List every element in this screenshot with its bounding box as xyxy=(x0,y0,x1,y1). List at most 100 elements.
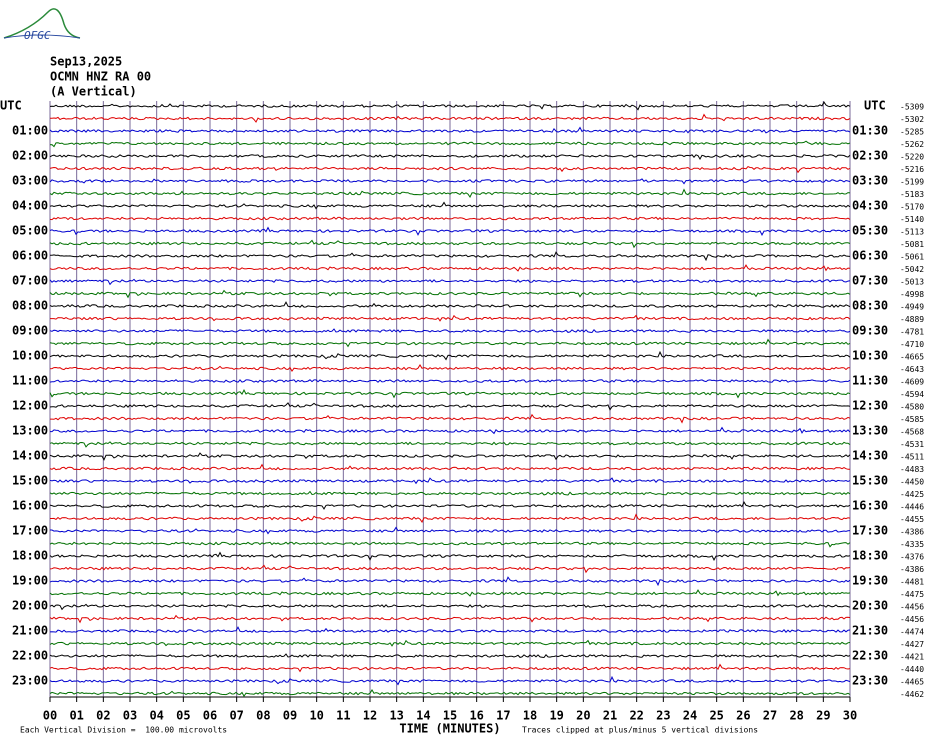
right-time-label: 20:30 xyxy=(852,599,888,613)
trace xyxy=(49,301,851,308)
left-time-label: 16:00 xyxy=(12,499,48,513)
left-time-label: 12:00 xyxy=(12,399,48,413)
station: OCMN HNZ RA 00 xyxy=(50,70,151,84)
right-time-label: 19:30 xyxy=(852,574,888,588)
x-tick-label: 11 xyxy=(336,709,350,723)
offset-label: -4386 xyxy=(900,528,924,537)
offset-label: -4643 xyxy=(900,365,924,374)
offset-label: -4440 xyxy=(900,665,924,674)
trace xyxy=(49,101,851,111)
offset-label: -4456 xyxy=(900,615,924,624)
left-time-label: 23:00 xyxy=(12,674,48,688)
right-time-label: 09:30 xyxy=(852,324,888,338)
left-time-label: 02:00 xyxy=(12,149,48,163)
trace xyxy=(49,289,851,299)
right-time-label: 14:30 xyxy=(852,449,888,463)
offset-label: -5285 xyxy=(900,128,924,137)
trace xyxy=(50,413,851,424)
trace xyxy=(49,564,851,574)
offset-label: -5309 xyxy=(900,103,924,112)
x-tick-label: 08 xyxy=(256,709,270,723)
right-time-label: 05:30 xyxy=(852,224,888,238)
x-tick-label: 25 xyxy=(709,709,723,723)
trace xyxy=(49,441,851,448)
component: (A Vertical) xyxy=(50,85,137,99)
logo-mark xyxy=(3,8,81,39)
offset-label: -4475 xyxy=(900,590,924,599)
offset-label: -4462 xyxy=(900,690,924,699)
x-tick-label: 23 xyxy=(656,709,670,723)
offset-label: -4710 xyxy=(900,340,924,349)
left-time-label: 18:00 xyxy=(12,549,48,563)
left-time-label: 08:00 xyxy=(12,299,48,313)
x-tick-label: 01 xyxy=(69,709,83,723)
x-tick-label: 24 xyxy=(683,709,697,723)
offset-label: -4585 xyxy=(900,415,924,424)
trace xyxy=(49,541,851,548)
offset-label: -5199 xyxy=(900,178,924,187)
trace xyxy=(49,278,851,286)
offset-label: -4386 xyxy=(900,565,924,574)
trace xyxy=(50,251,851,262)
trace xyxy=(49,477,851,485)
offset-label: -5302 xyxy=(900,115,924,124)
trace xyxy=(50,426,851,435)
left-time-label: 10:00 xyxy=(12,349,48,363)
offset-label: -5013 xyxy=(900,278,924,287)
offset-label: -4998 xyxy=(900,290,924,299)
offset-label: -4580 xyxy=(900,403,924,412)
trace xyxy=(49,653,851,659)
trace xyxy=(49,338,851,348)
trace xyxy=(49,452,851,461)
x-tick-label: 02 xyxy=(96,709,110,723)
trace xyxy=(49,675,851,686)
left-time-label: 14:00 xyxy=(12,449,48,463)
offset-label: -4481 xyxy=(900,578,924,587)
scale-note: Each Vertical Division = 100.00 microvol… xyxy=(20,726,227,735)
x-tick-label: 16 xyxy=(469,709,483,723)
x-tick-label: 26 xyxy=(736,709,750,723)
right-time-label: 23:30 xyxy=(852,674,888,688)
x-tick-label: 21 xyxy=(603,709,617,723)
left-time-label: 11:00 xyxy=(12,374,48,388)
trace xyxy=(49,216,851,221)
offset-label: -5140 xyxy=(900,215,924,224)
right-time-label: 02:30 xyxy=(852,149,888,163)
grid xyxy=(49,101,851,702)
right-time-label: 18:30 xyxy=(852,549,888,563)
trace xyxy=(49,576,851,587)
trace xyxy=(49,379,851,383)
right-time-label: 06:30 xyxy=(852,249,888,263)
left-time-label: 09:00 xyxy=(12,324,48,338)
trace xyxy=(50,314,851,322)
left-time-label: 13:00 xyxy=(12,424,48,438)
offset-label: -4949 xyxy=(900,303,924,312)
offset-label: -4483 xyxy=(900,465,924,474)
offset-label: -4335 xyxy=(900,540,924,549)
trace xyxy=(49,402,851,411)
trace xyxy=(49,264,851,272)
labels: 00 01 02 03 04 05 06 07 08 09 10 11 12 13 14 15 16 17 18 19… xyxy=(0,99,924,723)
offset-label: -5262 xyxy=(900,140,924,149)
trace xyxy=(49,178,851,185)
x-tick-label: 00 xyxy=(43,709,57,723)
x-tick-label: 10 xyxy=(309,709,323,723)
trace xyxy=(49,689,851,698)
x-tick-label: 04 xyxy=(149,709,163,723)
trace xyxy=(49,188,851,198)
left-time-label: 21:00 xyxy=(12,624,48,638)
trace xyxy=(50,526,851,535)
x-tick-label: 12 xyxy=(363,709,377,723)
right-time-label: 22:30 xyxy=(852,649,888,663)
right-time-label: 08:30 xyxy=(852,299,888,313)
offset-label: -4465 xyxy=(900,678,924,687)
offset-label: -5183 xyxy=(900,190,924,199)
offset-label: -5061 xyxy=(900,253,924,262)
right-time-label: 01:30 xyxy=(852,124,888,138)
right-time-label: 07:30 xyxy=(852,274,888,288)
right-time-label: 13:30 xyxy=(852,424,888,438)
trace xyxy=(49,463,851,471)
trace xyxy=(49,201,851,210)
x-tick-label: 07 xyxy=(229,709,243,723)
